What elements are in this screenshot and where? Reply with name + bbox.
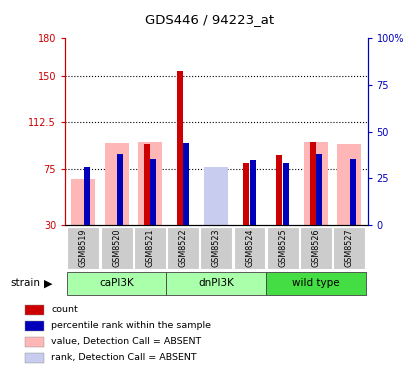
Text: value, Detection Call = ABSENT: value, Detection Call = ABSENT (51, 337, 201, 346)
Bar (105, 143, 129, 225)
Text: rank, Detection Call = ABSENT: rank, Detection Call = ABSENT (51, 353, 197, 362)
Bar (205, 167, 228, 225)
Text: GSM8520: GSM8520 (112, 229, 121, 267)
Bar (234, 227, 265, 269)
Text: GSM8523: GSM8523 (212, 229, 221, 267)
Bar (184, 143, 189, 225)
Bar (25, 305, 44, 315)
Bar (71, 179, 95, 225)
Text: GSM8524: GSM8524 (245, 229, 254, 267)
Text: GSM8522: GSM8522 (178, 229, 188, 267)
Text: ▶: ▶ (44, 278, 52, 288)
Text: GSM8527: GSM8527 (345, 229, 354, 267)
Text: percentile rank within the sample: percentile rank within the sample (51, 321, 211, 330)
Text: count: count (51, 305, 78, 314)
Bar (25, 353, 44, 363)
Bar (67, 272, 166, 295)
Bar (150, 159, 156, 225)
Bar (333, 227, 365, 269)
Bar (177, 71, 183, 225)
Bar (68, 227, 99, 269)
Bar (166, 272, 266, 295)
Bar (84, 167, 89, 225)
Bar (276, 156, 283, 225)
Bar (304, 142, 328, 225)
Bar (337, 144, 361, 225)
Bar (310, 142, 316, 225)
Bar (134, 227, 166, 269)
Bar (25, 321, 44, 330)
Bar (101, 227, 133, 269)
Text: caPI3K: caPI3K (99, 278, 134, 288)
Bar (167, 227, 199, 269)
Bar (349, 159, 355, 225)
Bar (316, 154, 322, 225)
Text: GDS446 / 94223_at: GDS446 / 94223_at (145, 13, 275, 26)
Bar (250, 160, 256, 225)
Text: GSM8521: GSM8521 (145, 229, 154, 267)
Bar (200, 227, 232, 269)
Bar (243, 163, 249, 225)
Bar (267, 227, 299, 269)
Bar (283, 163, 289, 225)
Bar (117, 154, 123, 225)
Text: dnPI3K: dnPI3K (198, 278, 234, 288)
Text: GSM8526: GSM8526 (312, 229, 320, 267)
Text: wild type: wild type (292, 278, 340, 288)
Text: GSM8519: GSM8519 (79, 229, 88, 267)
Bar (144, 144, 150, 225)
Bar (138, 142, 162, 225)
Bar (300, 227, 332, 269)
Text: GSM8525: GSM8525 (278, 229, 287, 267)
Bar (266, 272, 366, 295)
Text: strain: strain (10, 278, 40, 288)
Bar (25, 337, 44, 347)
Bar (205, 172, 228, 225)
